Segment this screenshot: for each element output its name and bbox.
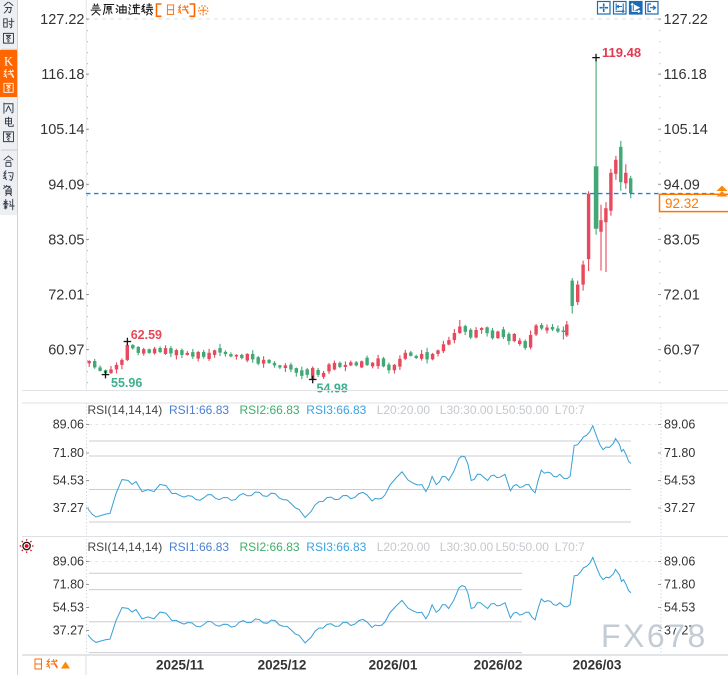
svg-text:FX678: FX678 — [602, 619, 709, 655]
svg-text:37.27: 37.27 — [664, 624, 695, 638]
svg-text:RSI2:66.83: RSI2:66.83 — [240, 540, 300, 554]
svg-text:2026/02: 2026/02 — [474, 658, 523, 673]
svg-text:83.05: 83.05 — [48, 232, 84, 248]
svg-text:71.80: 71.80 — [53, 446, 84, 460]
svg-text:89.06: 89.06 — [664, 418, 695, 432]
svg-text:L70:7: L70:7 — [555, 403, 585, 417]
svg-text:105.14: 105.14 — [664, 122, 708, 138]
svg-text:RSI3:66.83: RSI3:66.83 — [306, 540, 366, 554]
svg-text:L20:20.00: L20:20.00 — [377, 403, 431, 417]
svg-text:127.22: 127.22 — [40, 12, 84, 28]
svg-text:37.27: 37.27 — [53, 501, 84, 515]
svg-text:L30:30.00: L30:30.00 — [440, 540, 494, 554]
svg-text:RSI(14,14,14): RSI(14,14,14) — [88, 540, 163, 554]
svg-text:L30:30.00: L30:30.00 — [440, 403, 494, 417]
svg-text:94.09: 94.09 — [48, 177, 84, 193]
svg-text:2026/01: 2026/01 — [369, 658, 418, 673]
svg-text:L50:50.00: L50:50.00 — [496, 403, 550, 417]
svg-text:89.06: 89.06 — [53, 418, 84, 432]
svg-text:89.06: 89.06 — [664, 555, 695, 569]
svg-text:RSI(14,14,14): RSI(14,14,14) — [88, 403, 163, 417]
svg-text:37.27: 37.27 — [664, 501, 695, 515]
svg-text:83.05: 83.05 — [664, 232, 700, 248]
svg-text:116.18: 116.18 — [664, 67, 707, 83]
svg-text:60.97: 60.97 — [664, 343, 700, 359]
svg-text:105.14: 105.14 — [40, 122, 84, 138]
svg-text:K: K — [4, 55, 13, 69]
svg-text:60.97: 60.97 — [48, 343, 84, 359]
svg-text:92.32: 92.32 — [665, 196, 699, 211]
svg-text:54.98: 54.98 — [317, 381, 348, 395]
svg-text:71.80: 71.80 — [664, 578, 695, 592]
svg-text:54.53: 54.53 — [53, 474, 84, 488]
svg-text:RSI2:66.83: RSI2:66.83 — [240, 403, 300, 417]
svg-text:94.09: 94.09 — [664, 177, 700, 193]
svg-text:54.53: 54.53 — [53, 601, 84, 615]
svg-text:54.53: 54.53 — [664, 601, 695, 615]
svg-text:127.22: 127.22 — [664, 12, 708, 28]
svg-text:RSI3:66.83: RSI3:66.83 — [306, 403, 366, 417]
svg-text:RSI1:66.83: RSI1:66.83 — [169, 540, 229, 554]
svg-text:2025/11: 2025/11 — [156, 658, 205, 673]
svg-text:54.53: 54.53 — [664, 474, 695, 488]
svg-text:72.01: 72.01 — [664, 288, 700, 304]
svg-text:L20:20.00: L20:20.00 — [377, 540, 431, 554]
svg-text:55.96: 55.96 — [111, 376, 142, 390]
svg-text:FX678: FX678 — [601, 618, 708, 654]
svg-text:119.48: 119.48 — [602, 45, 641, 60]
svg-text:2026/03: 2026/03 — [573, 658, 622, 673]
svg-text:RSI1:66.83: RSI1:66.83 — [169, 403, 229, 417]
svg-text:116.18: 116.18 — [41, 67, 84, 83]
svg-text:L70:7: L70:7 — [555, 540, 585, 554]
svg-text:71.80: 71.80 — [53, 578, 84, 592]
svg-text:71.80: 71.80 — [664, 446, 695, 460]
svg-text:89.06: 89.06 — [53, 555, 84, 569]
svg-text:62.59: 62.59 — [131, 328, 162, 342]
svg-text:L50:50.00: L50:50.00 — [496, 540, 550, 554]
svg-text:37.27: 37.27 — [53, 624, 84, 638]
svg-text:72.01: 72.01 — [48, 288, 84, 304]
svg-text:2025/12: 2025/12 — [258, 658, 307, 673]
